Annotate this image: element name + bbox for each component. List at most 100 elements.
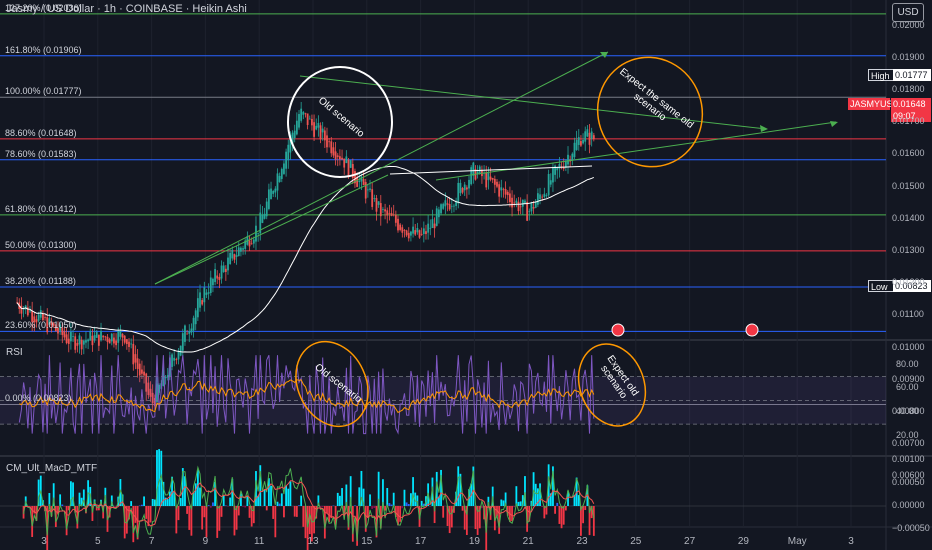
candle-body [545, 195, 548, 196]
macd-histogram-bar [63, 506, 66, 507]
macd-histogram-bar [420, 500, 423, 506]
candle-body [375, 198, 378, 212]
macd-histogram-bar [300, 495, 303, 506]
candle-body [130, 343, 133, 345]
candle-body [123, 335, 126, 343]
macd-histogram-bar [366, 506, 369, 519]
candle-body [564, 161, 567, 168]
macd-histogram-bar [214, 481, 216, 506]
time-axis-tick: 29 [737, 536, 749, 547]
macd-histogram-bar [156, 450, 158, 506]
candle-body [263, 213, 266, 219]
event-icon [611, 323, 625, 337]
rsi-title[interactable]: RSI [6, 347, 23, 358]
macd-histogram-bar [196, 470, 199, 506]
price-axis-tick: 0.00700 [892, 438, 925, 449]
currency-button[interactable]: USD [892, 3, 924, 22]
candles [16, 102, 595, 411]
macd-histogram-bar [82, 489, 85, 506]
macd-histogram-bar [186, 506, 189, 514]
macd-histogram-bar [270, 485, 272, 506]
fib-level-label: 161.80% (0.01906) [5, 44, 82, 55]
candle-body [457, 182, 460, 204]
candle-body [186, 333, 189, 335]
candle-body [465, 187, 468, 190]
candle-body [151, 392, 154, 404]
candle-body [108, 339, 111, 344]
candle-body [138, 363, 141, 376]
macd-histogram-bar [422, 503, 425, 506]
price-axis-tick: 0.01600 [892, 148, 925, 159]
candle-body [300, 108, 303, 121]
candle-body [46, 317, 49, 333]
candle-body [54, 324, 57, 332]
macd-histogram-bar [326, 506, 328, 514]
macd-histogram-bar [392, 492, 395, 506]
candle-body [175, 359, 178, 361]
price-axis-tick: 0.01200 [892, 277, 925, 288]
candle-body [149, 388, 152, 397]
candle-body [82, 340, 85, 345]
macd-histogram-bar [184, 476, 186, 506]
macd-title[interactable]: CM_Ult_MacD_MTF [6, 463, 98, 474]
candle-body [410, 231, 412, 236]
upper-trendline [154, 51, 609, 285]
old-scenario-ellipse [287, 66, 393, 178]
macd-histogram-bar [323, 506, 326, 539]
fib-level-label: 88.60% (0.01648) [5, 127, 77, 138]
macd-histogram-bar [59, 494, 62, 506]
candle-body [539, 194, 541, 199]
macd-histogram-bar [455, 491, 458, 506]
macd-histogram-bar [465, 506, 468, 535]
macd-axis-tick: 0.00100 [892, 454, 925, 464]
macd-histogram-bar [115, 506, 117, 508]
candle-body [74, 336, 77, 350]
candle-body [67, 338, 70, 344]
candle-body [416, 228, 419, 233]
candle-body [549, 180, 552, 185]
macd-histogram-bar [128, 506, 130, 520]
candle-body [220, 265, 223, 279]
expect-scenario-ellipse [596, 56, 704, 168]
candle-body [59, 324, 62, 331]
macd-histogram-bar [506, 506, 509, 516]
candle-body [420, 233, 423, 235]
candle-body [35, 319, 38, 323]
candle-body [44, 316, 46, 318]
candle-body [20, 305, 23, 314]
macd-histogram-bar [528, 506, 531, 522]
macd-histogram-bar [134, 506, 137, 523]
symbol-title[interactable]: Jasmy / US Dollar · 1h · COINBASE · Heik… [6, 3, 247, 15]
candle-body [209, 277, 212, 293]
candle-body [196, 298, 199, 318]
candle-body [265, 201, 268, 217]
macd-histogram-bar [265, 506, 268, 511]
candle-body [280, 168, 283, 179]
candle-body [291, 132, 294, 144]
macd-histogram-bar [386, 487, 389, 506]
macd-histogram-bar [130, 501, 133, 506]
candle-body [584, 131, 587, 142]
candle-body [212, 278, 214, 286]
macd-histogram-bar [502, 500, 505, 506]
candle-body [530, 202, 533, 212]
candle-body [519, 206, 522, 208]
macd-histogram-bar [541, 506, 544, 508]
macd-histogram-bar [429, 506, 432, 507]
macd-histogram-bar [298, 505, 300, 506]
macd-histogram-bar [306, 506, 309, 550]
candle-body [308, 118, 311, 120]
candle-body [506, 191, 509, 196]
candle-body [179, 345, 182, 356]
macd-histogram-bar [188, 506, 191, 530]
macd-histogram-bar [478, 506, 481, 529]
candle-body [224, 268, 227, 272]
macd-histogram-bar [498, 506, 501, 534]
time-axis-tick: May [787, 536, 807, 547]
candle-body [366, 189, 369, 191]
macd-histogram-bar [175, 506, 178, 534]
price-axis-tick: 0.01400 [892, 212, 925, 223]
macd-histogram-bar [311, 506, 313, 542]
candle-body [115, 340, 117, 346]
